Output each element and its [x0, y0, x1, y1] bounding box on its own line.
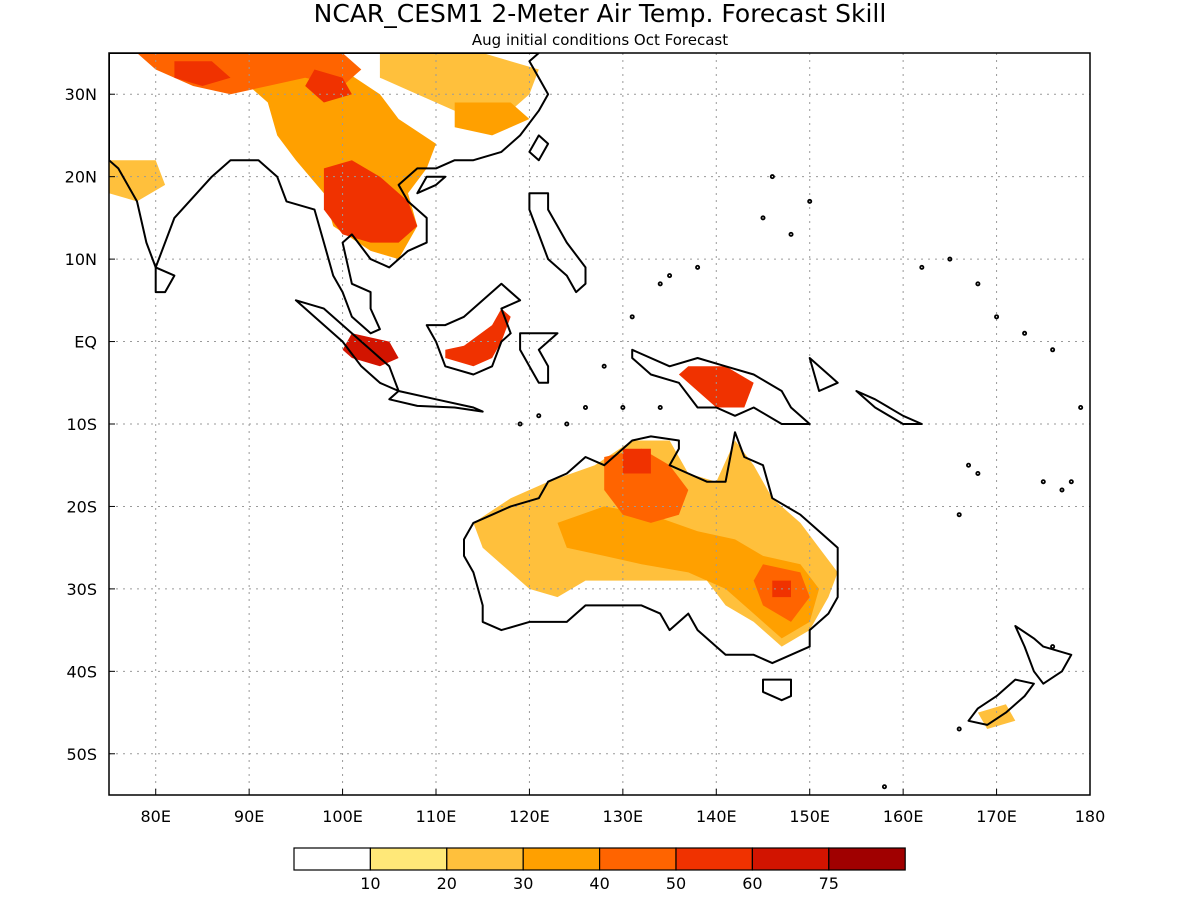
lon-tick-label: 130E: [603, 807, 644, 826]
island-dot-9: [956, 726, 962, 732]
colorbar-label: 75: [819, 874, 839, 893]
island-dot-18: [1022, 330, 1028, 336]
island-dot-16: [975, 281, 981, 287]
island-dot-24: [629, 314, 635, 320]
island-dot-14: [919, 264, 925, 270]
lon-tick-label: 140E: [696, 807, 737, 826]
coastline-15: [808, 357, 839, 392]
skill-region-2: [323, 160, 418, 243]
skill-region-17: [622, 448, 651, 474]
island-dot-15: [947, 256, 953, 262]
island-dot-8: [881, 784, 887, 790]
lat-tick-label: 20N: [65, 168, 97, 187]
colorbar-label: 10: [360, 874, 380, 893]
skill-region-18: [977, 704, 1016, 729]
skill-region-13: [557, 506, 820, 639]
island-dot-3: [1068, 479, 1074, 485]
island-dot-11: [760, 215, 766, 221]
skill-region-7: [454, 102, 530, 136]
lat-tick-label: 40S: [66, 662, 97, 681]
colorbar-label: 30: [513, 874, 533, 893]
lon-tick-label: 110E: [416, 807, 457, 826]
island-dot-20: [1078, 405, 1084, 411]
skill-region-9: [445, 308, 511, 367]
island-dot-7: [1050, 644, 1056, 650]
colorbar-swatch-3: [446, 847, 524, 871]
chart-title: NCAR_CESM1 2-Meter Air Temp. Forecast Sk…: [314, 0, 887, 28]
skill-region-8: [109, 160, 166, 202]
lon-tick-label: 180: [1075, 807, 1106, 826]
colorbar-legend: 10 20 30 40 50 60 75: [293, 847, 906, 893]
coastline-12: [528, 192, 587, 294]
colorbar-label: 20: [437, 874, 457, 893]
coastline-layer: [109, 53, 1084, 790]
island-dot-27: [620, 405, 626, 411]
colorbar-swatch-5: [598, 847, 677, 871]
axis-ticks: 80E 90E 100E 110E 120E 130E 140E 150E 160E 170E 18…: [65, 85, 1106, 826]
coastline-1: [109, 53, 550, 335]
lat-tick-label: 20S: [66, 497, 97, 516]
lat-tick-label: EQ: [74, 333, 97, 352]
lon-tick-label: 100E: [322, 807, 363, 826]
island-dot-12: [769, 174, 775, 180]
coastline-14: [154, 266, 176, 294]
island-dot-21: [667, 273, 673, 279]
coastline-4: [425, 282, 522, 376]
island-dot-31: [517, 421, 523, 427]
skill-region-11: [678, 366, 754, 408]
lon-tick-label: 160E: [883, 807, 924, 826]
skill-shading-layer: [109, 53, 1016, 729]
island-dot-26: [582, 405, 588, 411]
island-dot-22: [657, 281, 663, 287]
coastline-11: [528, 134, 550, 162]
colorbar-swatch-2: [369, 847, 448, 871]
lat-tick-label: 10N: [65, 250, 97, 269]
lon-tick-label: 120E: [509, 807, 550, 826]
island-dot-28: [657, 405, 663, 411]
lat-tick-label: 10S: [66, 415, 97, 434]
island-dot-2: [1059, 487, 1065, 493]
skill-region-4: [174, 61, 231, 86]
island-dot-13: [788, 231, 794, 237]
island-dot-17: [994, 314, 1000, 320]
lat-tick-label: 50S: [66, 745, 97, 764]
lon-tick-label: 90E: [234, 807, 264, 826]
island-dot-1: [1040, 479, 1046, 485]
coastline-3: [388, 390, 484, 413]
graticule-grid: [109, 53, 1090, 795]
colorbar-label: 50: [666, 874, 686, 893]
coastline-5: [519, 332, 559, 384]
colorbar-swatch-7: [751, 847, 830, 871]
island-dot-25: [601, 363, 607, 369]
island-dot-23: [695, 264, 701, 270]
coastline-13: [416, 175, 447, 195]
island-dot-6: [956, 512, 962, 518]
island-dot-19: [1050, 347, 1056, 353]
colorbar-swatch-8: [828, 847, 906, 871]
coastline-10: [967, 678, 1035, 726]
island-dot-10: [807, 198, 813, 204]
coastline-16: [855, 390, 923, 425]
colorbar-swatch-1: [293, 847, 372, 871]
colorbar-swatch-4: [522, 847, 601, 871]
coastline-8: [762, 678, 792, 702]
colorbar-swatch-6: [675, 847, 754, 871]
chart-subtitle: Aug initial conditions Oct Forecast: [472, 31, 728, 49]
island-dot-4: [966, 462, 972, 468]
coastline-7: [463, 431, 839, 665]
lon-tick-label: 150E: [789, 807, 830, 826]
coastline-6: [631, 348, 811, 425]
lat-tick-label: 30N: [65, 85, 97, 104]
island-dot-5: [975, 470, 981, 476]
lat-tick-label: 30S: [66, 580, 97, 599]
island-dot-30: [536, 413, 542, 419]
colorbar-label: 40: [589, 874, 609, 893]
island-dot-29: [564, 421, 570, 427]
colorbar-label: 60: [742, 874, 762, 893]
lon-tick-label: 80E: [140, 807, 170, 826]
coastline-9: [1014, 625, 1073, 685]
lon-tick-label: 170E: [976, 807, 1017, 826]
